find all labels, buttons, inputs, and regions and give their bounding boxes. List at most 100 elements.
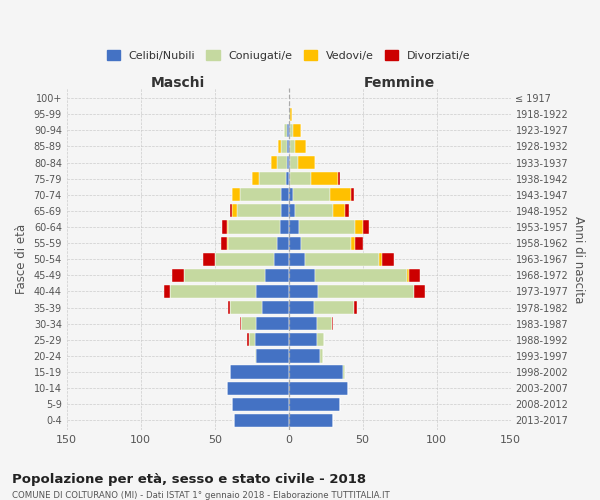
Bar	[265, 269, 289, 282]
Bar	[298, 156, 316, 169]
Bar	[271, 156, 277, 169]
Bar	[254, 350, 256, 362]
Bar	[415, 285, 425, 298]
Bar	[232, 204, 237, 218]
Bar	[332, 317, 333, 330]
Bar	[289, 301, 314, 314]
Bar	[228, 301, 230, 314]
Bar	[289, 140, 290, 153]
Bar	[252, 172, 259, 185]
Bar	[286, 172, 289, 185]
Bar	[311, 172, 338, 185]
Bar	[232, 398, 289, 411]
Bar	[277, 156, 287, 169]
Bar	[280, 220, 289, 234]
Bar	[281, 188, 289, 202]
Bar	[355, 236, 362, 250]
Bar	[289, 414, 333, 427]
Bar	[262, 301, 289, 314]
Bar	[164, 285, 170, 298]
Bar	[227, 220, 228, 234]
Text: Maschi: Maschi	[151, 76, 205, 90]
Bar	[289, 124, 290, 137]
Bar	[274, 252, 289, 266]
Bar	[278, 140, 281, 153]
Bar	[287, 124, 289, 137]
Bar	[320, 350, 323, 362]
Bar	[227, 382, 289, 395]
Bar	[305, 252, 379, 266]
Bar	[289, 317, 317, 330]
Bar	[355, 220, 362, 234]
Bar	[256, 285, 289, 298]
Bar	[289, 108, 290, 121]
Bar	[299, 220, 355, 234]
Bar	[277, 236, 289, 250]
Bar	[222, 220, 227, 234]
Bar	[289, 333, 317, 346]
Bar	[184, 269, 265, 282]
Bar	[289, 350, 320, 362]
Bar	[318, 285, 415, 298]
Bar	[345, 204, 349, 218]
Bar	[317, 317, 332, 330]
Bar	[343, 366, 345, 378]
Bar	[409, 269, 421, 282]
Bar	[256, 350, 289, 362]
Bar	[170, 285, 256, 298]
Bar	[289, 382, 348, 395]
Text: COMUNE DI COLTURANO (MI) - Dati ISTAT 1° gennaio 2018 - Elaborazione TUTTITALIA.: COMUNE DI COLTURANO (MI) - Dati ISTAT 1°…	[12, 491, 390, 500]
Bar	[221, 236, 227, 250]
Bar	[362, 220, 368, 234]
Bar	[351, 188, 354, 202]
Y-axis label: Anni di nascita: Anni di nascita	[572, 216, 585, 303]
Bar	[172, 269, 184, 282]
Bar	[290, 156, 298, 169]
Bar	[382, 252, 394, 266]
Bar	[215, 252, 274, 266]
Bar	[240, 188, 281, 202]
Bar	[287, 156, 289, 169]
Bar	[203, 252, 215, 266]
Bar	[289, 398, 340, 411]
Bar	[289, 269, 316, 282]
Bar	[289, 204, 295, 218]
Bar	[316, 269, 407, 282]
Bar	[281, 204, 289, 218]
Text: Popolazione per età, sesso e stato civile - 2018: Popolazione per età, sesso e stato civil…	[12, 472, 366, 486]
Bar	[227, 236, 228, 250]
Bar	[237, 204, 281, 218]
Bar	[259, 172, 286, 185]
Bar	[290, 124, 293, 137]
Bar	[351, 236, 355, 250]
Bar	[379, 252, 382, 266]
Bar	[289, 252, 305, 266]
Bar	[289, 366, 343, 378]
Bar	[289, 188, 293, 202]
Bar	[290, 108, 292, 121]
Bar	[289, 236, 301, 250]
Bar	[289, 156, 290, 169]
Bar	[301, 236, 351, 250]
Bar	[317, 333, 324, 346]
Bar	[249, 333, 254, 346]
Bar	[295, 204, 333, 218]
Bar	[232, 188, 240, 202]
Bar	[330, 188, 351, 202]
Bar	[256, 317, 289, 330]
Bar	[228, 236, 277, 250]
Bar	[230, 204, 232, 218]
Bar	[234, 414, 289, 427]
Bar	[287, 140, 289, 153]
Bar	[289, 172, 290, 185]
Y-axis label: Fasce di età: Fasce di età	[15, 224, 28, 294]
Bar	[314, 301, 354, 314]
Bar	[289, 220, 299, 234]
Bar	[290, 140, 295, 153]
Bar	[241, 317, 256, 330]
Bar	[354, 301, 357, 314]
Bar	[228, 220, 280, 234]
Bar	[293, 124, 301, 137]
Bar	[240, 317, 241, 330]
Bar	[281, 140, 287, 153]
